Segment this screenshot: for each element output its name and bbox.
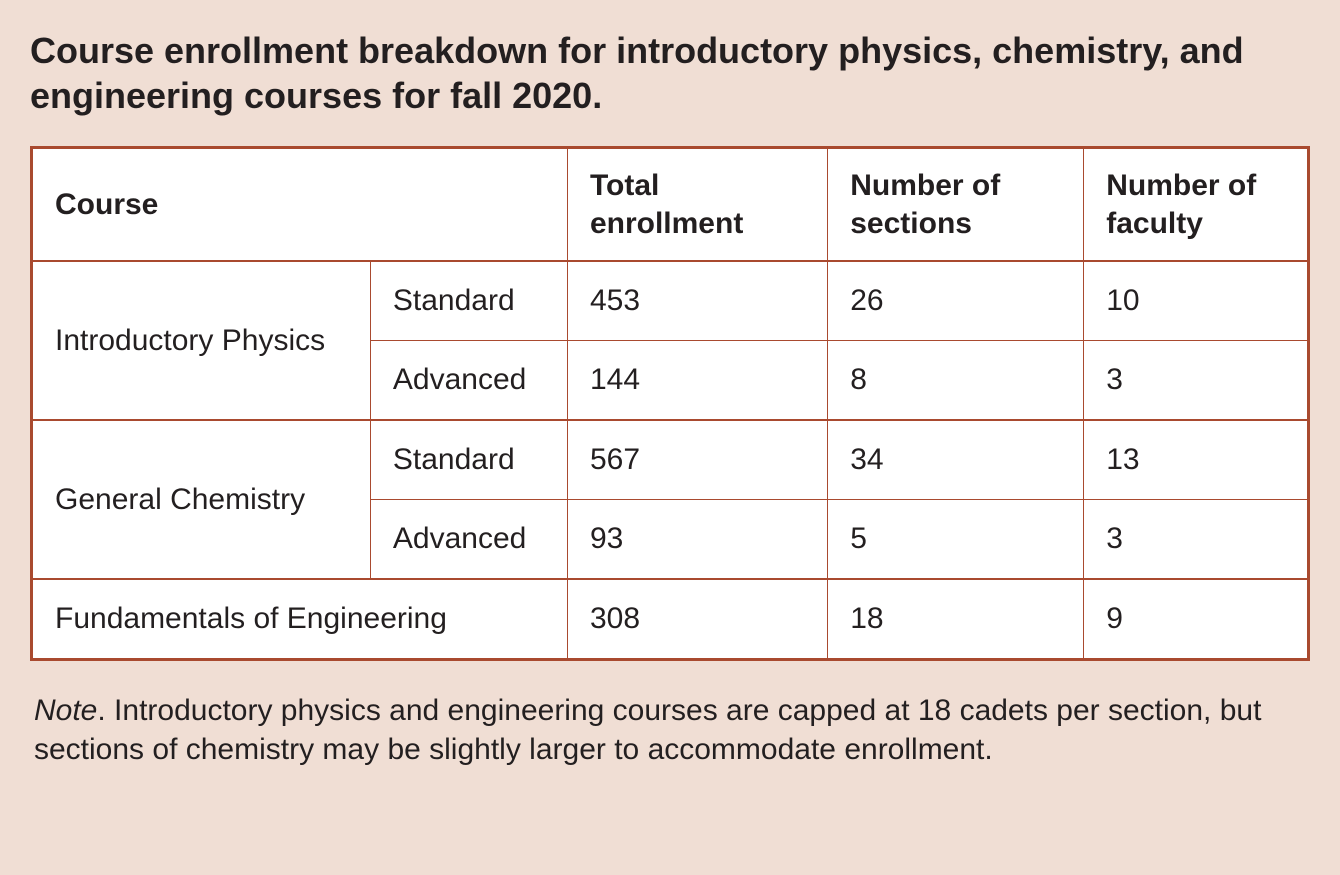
cell-number-of-faculty: 9 bbox=[1084, 579, 1309, 660]
cell-number-of-sections: 5 bbox=[828, 500, 1084, 580]
note-text: . Introductory physics and engineering c… bbox=[34, 694, 1261, 766]
cell-total-enrollment: 93 bbox=[567, 500, 827, 580]
cell-course: Fundamentals of Engineering bbox=[32, 579, 568, 660]
col-header-course: Course bbox=[32, 148, 568, 262]
cell-total-enrollment: 567 bbox=[567, 420, 827, 500]
cell-number-of-sections: 26 bbox=[828, 261, 1084, 341]
cell-number-of-sections: 8 bbox=[828, 341, 1084, 421]
cell-level: Advanced bbox=[370, 500, 567, 580]
cell-number-of-sections: 18 bbox=[828, 579, 1084, 660]
note-label: Note bbox=[34, 694, 97, 727]
cell-course: General Chemistry bbox=[32, 420, 371, 579]
table-row: General Chemistry Standard 567 34 13 bbox=[32, 420, 1309, 500]
table-title: Course enrollment breakdown for introduc… bbox=[30, 28, 1310, 118]
col-header-number-of-sections: Number of sections bbox=[828, 148, 1084, 262]
table-row: Fundamentals of Engineering 308 18 9 bbox=[32, 579, 1309, 660]
table-row: Introductory Physics Standard 453 26 10 bbox=[32, 261, 1309, 341]
cell-level: Advanced bbox=[370, 341, 567, 421]
table-header-row: Course Total enrollment Number of sectio… bbox=[32, 148, 1309, 262]
table-note: Note. Introductory physics and engineeri… bbox=[30, 691, 1310, 769]
cell-number-of-faculty: 13 bbox=[1084, 420, 1309, 500]
cell-number-of-faculty: 3 bbox=[1084, 500, 1309, 580]
cell-total-enrollment: 453 bbox=[567, 261, 827, 341]
cell-total-enrollment: 144 bbox=[567, 341, 827, 421]
col-header-number-of-faculty: Number of faculty bbox=[1084, 148, 1309, 262]
cell-number-of-faculty: 3 bbox=[1084, 341, 1309, 421]
cell-course: Introductory Physics bbox=[32, 261, 371, 420]
cell-level: Standard bbox=[370, 261, 567, 341]
cell-number-of-sections: 34 bbox=[828, 420, 1084, 500]
enrollment-table: Course Total enrollment Number of sectio… bbox=[30, 146, 1310, 661]
cell-total-enrollment: 308 bbox=[567, 579, 827, 660]
cell-number-of-faculty: 10 bbox=[1084, 261, 1309, 341]
cell-level: Standard bbox=[370, 420, 567, 500]
col-header-total-enrollment: Total enrollment bbox=[567, 148, 827, 262]
